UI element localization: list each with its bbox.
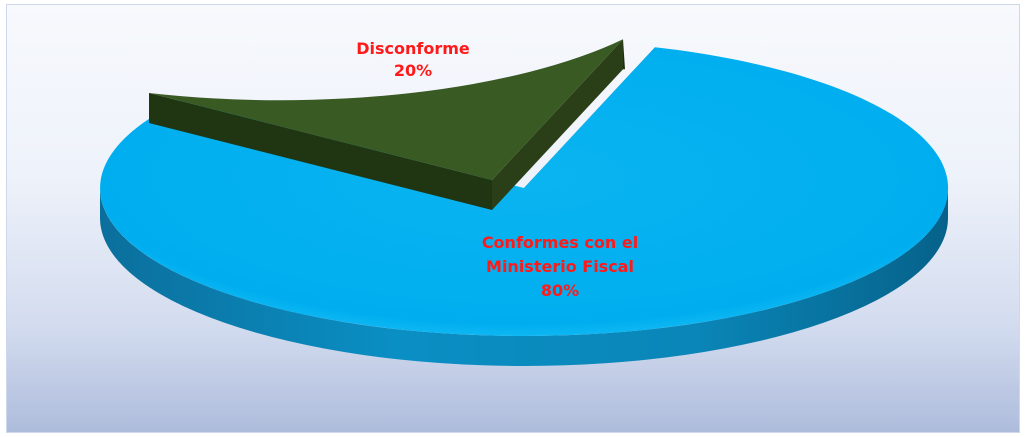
data-label-conformes-line-2: Ministerio Fiscal bbox=[486, 257, 634, 276]
pie-slice-disconforme-side bbox=[623, 39, 625, 70]
pie-slice-disconforme bbox=[149, 39, 625, 211]
pie-slice-conformes-side bbox=[100, 188, 948, 366]
pie-slice-disconforme-cut-left bbox=[492, 39, 623, 211]
data-label-conformes: Conformes con el Ministerio Fiscal 80% bbox=[482, 233, 638, 300]
data-label-disconforme-name: Disconforme bbox=[356, 39, 470, 58]
data-label-disconforme: Disconforme 20% bbox=[356, 39, 470, 80]
data-label-disconforme-percent: 20% bbox=[394, 61, 432, 80]
data-label-conformes-percent: 80% bbox=[541, 281, 579, 300]
pie-slice-conformes-top bbox=[100, 47, 949, 336]
data-label-conformes-line-1: Conformes con el bbox=[482, 233, 638, 252]
pie-slice-disconforme-top bbox=[149, 39, 623, 181]
pie-slice-conformes bbox=[100, 47, 949, 366]
pie-slice-disconforme-cut-right bbox=[149, 93, 492, 210]
